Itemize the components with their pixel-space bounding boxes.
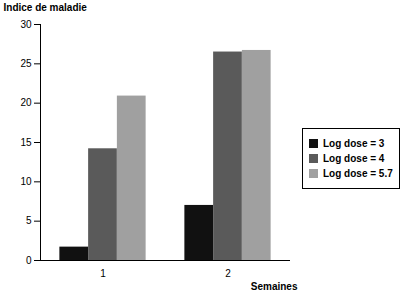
- html-text:Log dose = 3: Log dose = 3: [323, 138, 385, 149]
- html-text:Log dose = 5.7: Log dose = 5.7: [323, 168, 393, 179]
- svg-text:15: 15: [20, 137, 32, 148]
- svg-text:10: 10: [20, 176, 32, 187]
- svg-text:2: 2: [225, 268, 231, 279]
- html-text:Log dose = 4: Log dose = 4: [323, 153, 385, 164]
- svg-text:20: 20: [20, 97, 32, 108]
- svg-text:25: 25: [20, 58, 32, 69]
- svg-text:0: 0: [26, 255, 32, 266]
- svg-text:1: 1: [100, 268, 106, 279]
- svg-text:30: 30: [20, 19, 32, 30]
- svg-text:5: 5: [26, 215, 32, 226]
- svg-text:Semaines: Semaines: [251, 281, 298, 292]
- svg-text:Indice de maladie: Indice de maladie: [4, 2, 88, 13]
